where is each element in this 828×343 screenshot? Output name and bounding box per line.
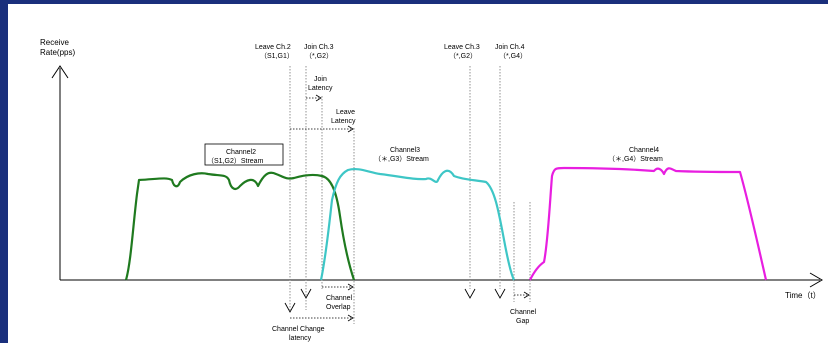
- channel3-stream-curve: [319, 167, 515, 281]
- join-ch4-label-line2: （*,G4）: [499, 52, 527, 60]
- channel4-label-line2: （＊,G4）Stream: [608, 155, 663, 163]
- y-axis-label-line2: Rate(pps): [40, 48, 75, 57]
- join-ch3-label-line2: （*,G2）: [305, 52, 333, 60]
- channel2-stream-curve: [124, 171, 356, 281]
- leave-ch2-label-line2: （S1,G1）: [260, 52, 294, 60]
- diagram-canvas: Receive Rate(pps) Time（t） Leave Ch.2 （S1…: [8, 4, 828, 343]
- x-axis-arrow: [809, 272, 823, 288]
- overlap-arrowhead: [347, 283, 354, 291]
- gap-label-line2: Gap: [516, 318, 529, 325]
- channel-change-diagram: Receive Rate(pps) Time（t） Leave Ch.2 （S1…: [40, 38, 823, 342]
- leave-latency-label-line2: Latency: [331, 118, 356, 125]
- leave-ch3-down-arrow: [464, 288, 476, 299]
- channel2-label-box: [204, 143, 284, 166]
- channel2-label-line2: （S1,G2）Stream: [207, 157, 264, 165]
- channel3-label-line1: Channel3: [390, 147, 420, 154]
- join-ch3-label-line1: Join Ch.3: [304, 44, 334, 51]
- join-ch4-down-arrow: [494, 288, 506, 299]
- channel3-label-line2: （＊,G3）Stream: [374, 155, 429, 163]
- channel4-label-line1: Channel4: [629, 147, 659, 154]
- leave-ch2-down-arrow: [284, 302, 296, 313]
- overlap-label-line2: Overlap: [326, 304, 351, 311]
- join-latency-label-line1: Join: [314, 76, 327, 83]
- change-latency-label-line2: latency: [289, 335, 312, 342]
- event-lines: [289, 66, 531, 324]
- leave-ch3-label-line2: （*,G2）: [449, 52, 477, 60]
- leave-ch2-label-line1: Leave Ch.2: [255, 44, 291, 51]
- leave-latency-label-line1: Leave: [336, 109, 355, 116]
- y-axis-arrow: [51, 65, 69, 79]
- join-ch4-label-line1: Join Ch.4: [495, 44, 525, 51]
- leave-ch3-label-line1: Leave Ch.3: [444, 44, 480, 51]
- join-latency-arrowhead: [315, 94, 322, 102]
- channel4-stream-curve: [529, 166, 768, 281]
- join-latency-label-line2: Latency: [308, 85, 333, 92]
- overlap-label-line1: Channel: [326, 295, 353, 302]
- join-ch3-down-arrow: [300, 288, 312, 299]
- change-latency-label-line1: Channel Change: [272, 326, 325, 333]
- x-axis-label: Time（t）: [785, 291, 821, 300]
- leave-latency-arrowhead: [347, 125, 354, 133]
- change-latency-arrowhead: [347, 314, 354, 322]
- bottom-arrows: [284, 288, 506, 313]
- gap-label-line1: Channel: [510, 309, 537, 316]
- gap-arrowhead: [523, 291, 530, 299]
- channel2-label-line1: Channel2: [226, 149, 256, 156]
- y-axis-label-line1: Receive: [40, 38, 69, 47]
